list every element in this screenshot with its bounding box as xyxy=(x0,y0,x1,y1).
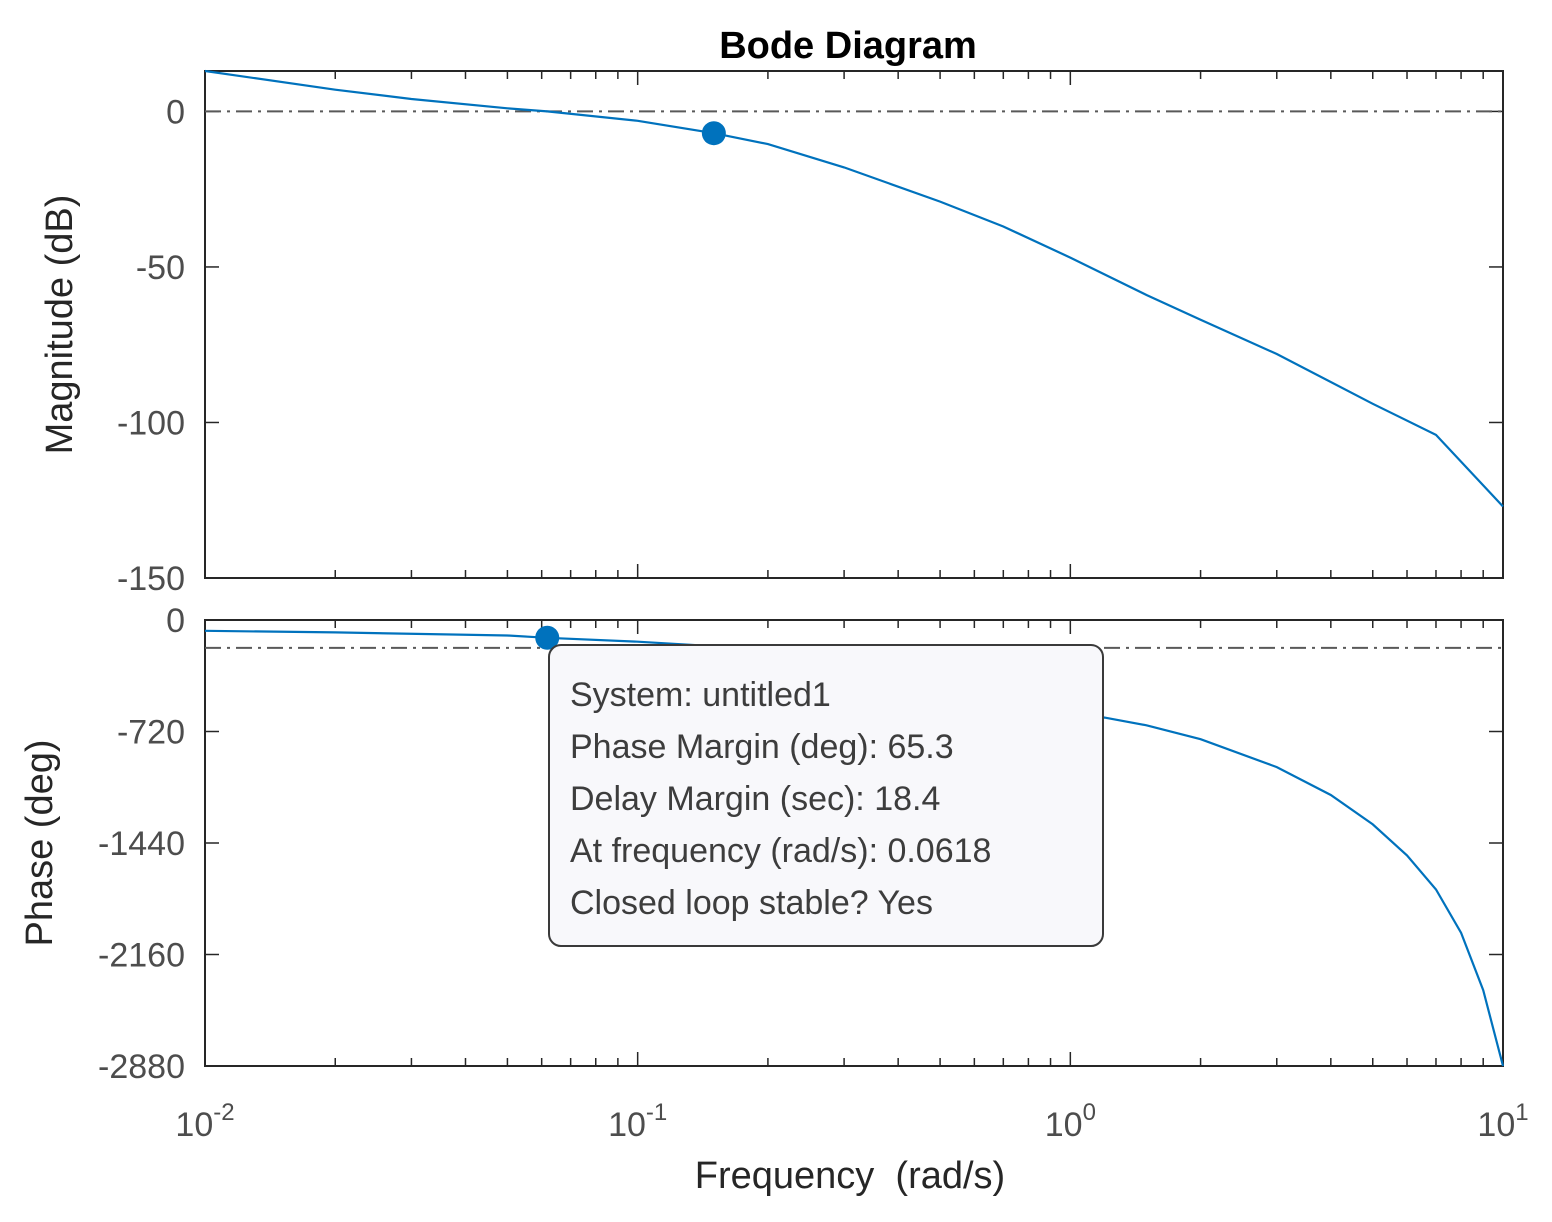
phase-y-tick-label: -720 xyxy=(117,714,185,752)
magnitude-panel: 0 -50 -100 -150 Magnitude (dB) xyxy=(39,69,1504,598)
x-tick-label: 10-1 xyxy=(608,1099,667,1144)
phase-margin-marker[interactable] xyxy=(535,625,560,650)
magnitude-y-tick-label: -100 xyxy=(117,404,185,442)
x-tick-label: 10-2 xyxy=(175,1099,234,1144)
magnitude-margin-marker[interactable] xyxy=(701,121,726,146)
magnitude-axes-box xyxy=(204,70,1504,579)
phase-y-tick-label: 0 xyxy=(166,602,185,640)
magnitude-y-axis-label: Magnitude (dB) xyxy=(39,195,81,455)
magnitude-y-tick-label: 0 xyxy=(166,93,185,131)
phase-y-tick-label: -1440 xyxy=(98,825,185,863)
x-tick-label: 101 xyxy=(1477,1099,1528,1144)
phase-y-axis-label: Phase (deg) xyxy=(19,739,61,946)
datatip-line: Phase Margin (deg): 65.3 xyxy=(570,728,954,766)
datatip-box xyxy=(548,644,1104,947)
datatip-line: At frequency (rad/s): 0.0618 xyxy=(570,832,991,870)
x-axis-label: Frequency (rad/s) xyxy=(695,1155,1005,1197)
datatip-line: Closed loop stable? Yes xyxy=(570,884,933,922)
phase-y-tick-label: -2880 xyxy=(98,1048,185,1086)
magnitude-y-tick-label: -50 xyxy=(136,249,185,287)
datatip[interactable]: System: untitled1 Phase Margin (deg): 65.… xyxy=(548,644,1104,947)
phase-series-line xyxy=(204,629,1505,1067)
chart-title: Bode Diagram xyxy=(719,25,977,67)
magnitude-y-tick-label: -150 xyxy=(117,560,185,598)
x-tick-labels: 10-2 10-1 100 101 xyxy=(175,1099,1528,1144)
datatip-line: System: untitled1 xyxy=(570,676,831,714)
magnitude-series-line xyxy=(204,69,1504,508)
phase-y-tick-label: -2160 xyxy=(98,937,185,975)
datatip-line: Delay Margin (sec): 18.4 xyxy=(570,780,940,818)
x-tick-label: 100 xyxy=(1045,1099,1096,1144)
